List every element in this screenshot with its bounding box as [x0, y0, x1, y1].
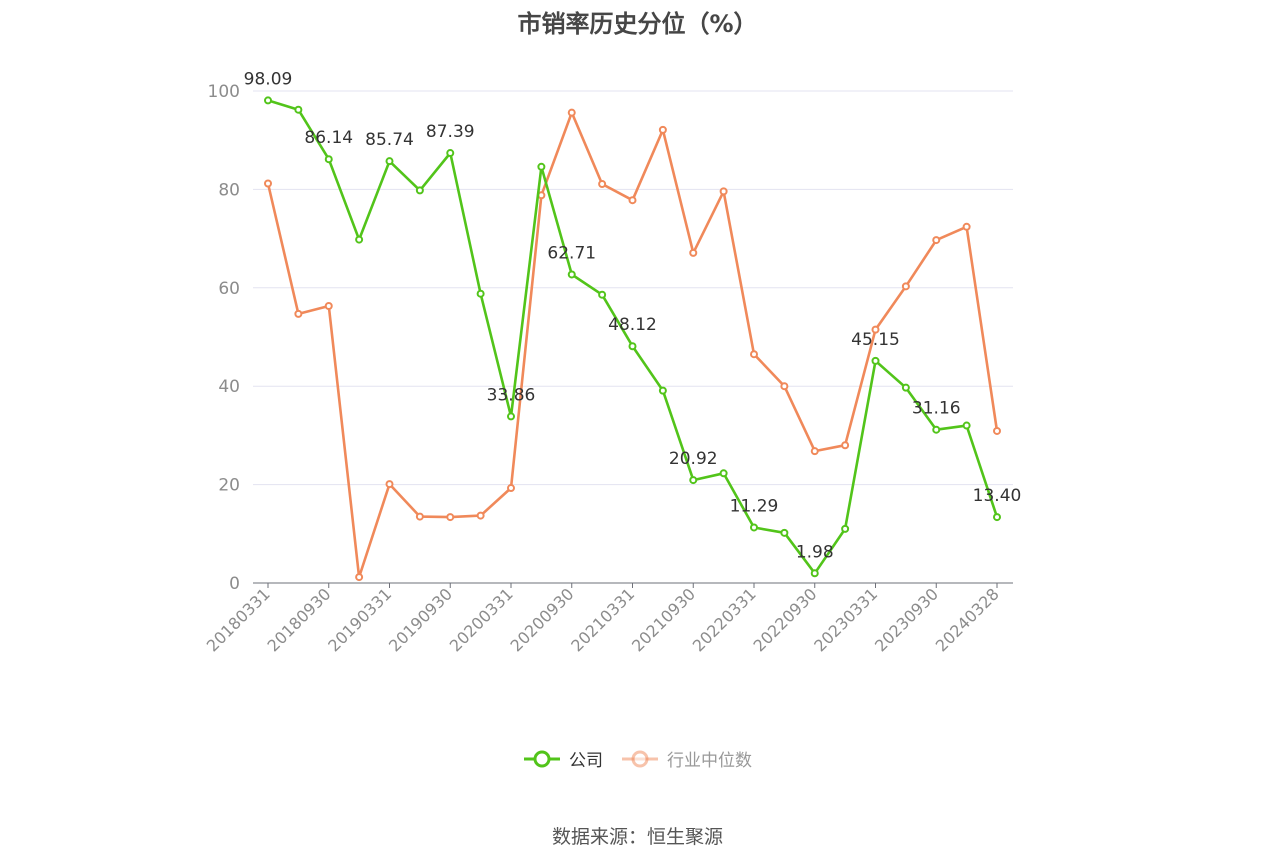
data-point-company	[689, 476, 698, 485]
y-tick-label: 20	[218, 476, 240, 496]
data-point-company	[993, 513, 1001, 522]
data-label: 45.15	[851, 330, 900, 350]
legend-item-company[interactable]: 公司	[523, 746, 603, 771]
y-tick-label: 80	[218, 180, 240, 200]
x-tick-label: 20200930	[507, 584, 578, 655]
y-tick-label: 40	[218, 377, 240, 397]
data-point-company	[901, 383, 910, 392]
x-tick-label: 20230930	[871, 584, 942, 655]
data-point-industry	[689, 248, 698, 257]
axes: 0 20 40 60 80 100 2018033120180930201903312019…	[203, 82, 1013, 655]
data-point-industry	[993, 426, 1001, 435]
legend: 公司 行业中位数	[0, 746, 1275, 771]
data-point-company	[324, 155, 333, 164]
data-point-industry	[294, 309, 303, 318]
x-tick-label: 20210930	[628, 584, 699, 655]
legend-label-industry: 行业中位数	[667, 751, 752, 771]
data-point-company	[264, 96, 272, 105]
data-point-company	[537, 162, 546, 171]
data-point-industry	[264, 179, 272, 188]
data-point-company	[415, 186, 424, 195]
data-point-company	[841, 524, 850, 533]
data-point-company	[962, 421, 971, 430]
series-lines	[264, 96, 1001, 582]
data-point-industry	[598, 179, 607, 188]
x-tick-label: 20220930	[750, 584, 821, 655]
data-point-industry	[415, 512, 424, 521]
legend-company-circle	[533, 750, 551, 767]
x-tick-label: 20180331	[203, 584, 274, 655]
x-tick-label: 20240328	[932, 584, 1003, 655]
data-point-company	[355, 235, 364, 244]
data-point-company	[507, 412, 515, 421]
data-label: 87.39	[426, 122, 475, 142]
data-point-company	[294, 105, 303, 114]
data-labels: 98.09 86.14 85.74 87.39 33.86 62.71 48.12 20.92…	[244, 69, 1022, 562]
data-label: 20.92	[669, 449, 718, 469]
data-label: 33.86	[487, 385, 536, 405]
data-point-company	[780, 528, 789, 537]
data-point-industry	[355, 573, 364, 582]
legend-company-marker-icon	[524, 750, 560, 767]
data-point-industry	[780, 382, 789, 391]
data-point-industry	[567, 108, 576, 117]
data-label: 86.14	[304, 128, 353, 148]
x-tick-label: 20200331	[446, 584, 517, 655]
data-point-industry	[962, 222, 971, 231]
data-point-industry	[810, 447, 819, 456]
data-point-industry	[901, 282, 910, 291]
data-point-company	[446, 149, 455, 158]
line-chart: 0 20 40 60 80 100 2018033120180930201903312019…	[203, 69, 1022, 655]
y-tick-label: 60	[218, 279, 240, 299]
data-label: 1.98	[796, 542, 834, 562]
data-label: 48.12	[608, 315, 657, 335]
data-point-company	[658, 386, 667, 395]
data-point-company	[567, 270, 576, 279]
x-tick-label: 20180930	[264, 584, 335, 655]
y-tick-label: 0	[229, 574, 240, 594]
data-label: 98.09	[244, 69, 293, 89]
data-point-company	[598, 290, 607, 299]
data-point-industry	[932, 236, 941, 245]
x-tick-label: 20220331	[689, 584, 760, 655]
data-point-company	[719, 469, 728, 478]
data-point-company	[932, 425, 941, 434]
data-label: 11.29	[730, 496, 779, 516]
legend-label-company: 公司	[569, 751, 603, 771]
data-label: 62.71	[547, 243, 596, 263]
legend-industry-marker-icon	[622, 750, 658, 767]
data-point-company	[810, 569, 819, 578]
data-point-industry	[324, 302, 333, 311]
source-note: 数据来源：恒生聚源	[551, 826, 723, 848]
chart-title: 市销率历史分位（%）	[517, 10, 758, 38]
x-tick-label: 20210331	[567, 584, 638, 655]
data-point-industry	[385, 480, 394, 489]
data-point-industry	[628, 196, 637, 205]
data-point-industry	[446, 513, 455, 522]
data-label: 13.40	[973, 486, 1022, 506]
data-point-company	[871, 356, 880, 365]
x-tick-label: 20190930	[385, 584, 456, 655]
x-tick-label: 20230331	[810, 584, 881, 655]
legend-industry-circle	[631, 750, 649, 767]
data-point-company	[385, 157, 394, 166]
data-point-company	[750, 523, 758, 532]
data-point-industry	[841, 441, 850, 450]
data-point-industry	[750, 350, 758, 359]
x-tick-label: 20190331	[324, 584, 395, 655]
data-label: 31.16	[912, 399, 961, 419]
data-point-industry	[719, 187, 728, 196]
y-tick-label: 100	[208, 82, 240, 102]
legend-item-industry[interactable]: 行业中位数	[621, 746, 752, 771]
data-point-industry	[476, 511, 485, 520]
data-point-company	[476, 289, 485, 298]
data-point-industry	[871, 325, 880, 334]
data-point-industry	[507, 484, 515, 493]
data-point-industry	[658, 125, 667, 134]
data-point-company	[628, 342, 637, 351]
data-label: 85.74	[365, 130, 414, 150]
